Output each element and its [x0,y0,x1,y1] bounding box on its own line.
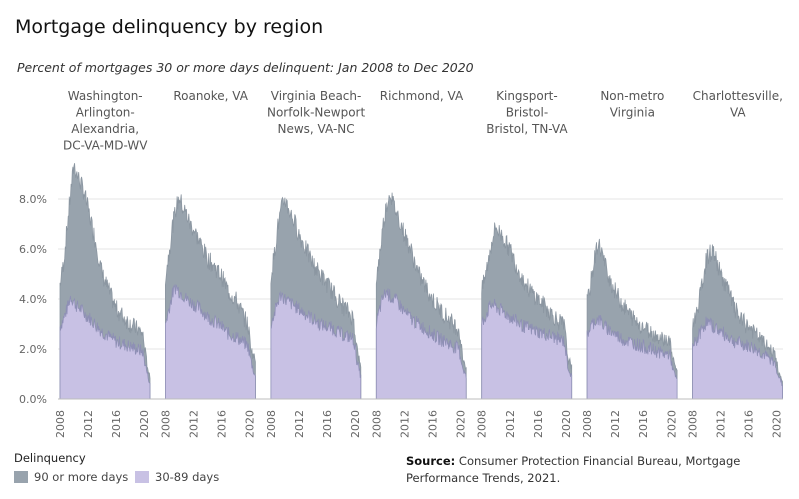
region-label: Roanoke, VA [173,89,248,103]
region-label-line: Bristol- [506,106,548,120]
region-label-line: Richmond, VA [380,89,464,103]
region-label-line: Virginia [610,106,655,120]
x-tick-label: 2012 [293,410,306,438]
region-label-line: Norfolk-Newport [267,106,365,120]
x-tick-label: 2012 [609,410,622,438]
legend-label-90-plus: 90 or more days [34,470,129,484]
x-tick-label: 2016 [637,410,650,438]
x-tick-label: 2016 [743,410,756,438]
y-tick-label: 8.0% [19,193,47,206]
x-tick-label: 2008 [476,410,489,438]
region-label-line: Washington- [68,89,143,103]
region-label-line: VA [730,106,746,120]
y-tick-label: 2.0% [19,343,47,356]
region-label: Washington- Arlington- Alexandria, DC-VA-MD… [63,89,148,153]
area-30-89 [586,315,678,400]
legend-label-30-89: 30-89 days [155,470,220,484]
region-label-line: News, VA-NC [278,122,355,136]
region-label-line: Alexandria, [71,122,139,136]
x-tick-label: 2012 [82,410,95,438]
area-30-89 [59,295,151,400]
region-label-line: Charlottesville, [693,89,783,103]
x-tick-label: 2008 [265,410,278,438]
area-30-89 [375,288,467,400]
region-label: Non-metro Virginia [600,89,664,120]
region-label-line: Bristol, TN-VA [486,122,568,136]
region-label: Kingsport- Bristol- Bristol, TN-VA [486,89,568,136]
x-tick-label: 2016 [216,410,229,438]
x-tick-label: 2020 [244,410,257,438]
legend-item-90-plus[interactable]: 90 or more days [14,470,128,484]
x-tick-label: 2016 [426,410,439,438]
area-30-89 [692,316,783,400]
region-label-line: DC-VA-MD-WV [63,139,148,153]
x-tick-label: 2008 [581,410,594,438]
chart-subtitle: Percent of mortgages 30 or more days del… [17,60,474,75]
legend-swatch-30-89 [135,471,149,483]
region-label-line: Kingsport- [496,89,558,103]
chart-title: Mortgage delinquency by region [15,16,324,38]
x-tick-label: 2008 [687,410,700,438]
region-label: Charlottesville, VA [693,89,783,120]
source-note: Source: Consumer Protection Financial Bu… [406,453,766,487]
x-tick-label: 2020 [349,410,362,438]
x-tick-label: 2012 [398,410,411,438]
x-tick-label: 2016 [532,410,545,438]
region-label-line: Arlington- [76,106,135,120]
x-tick-label: 2020 [771,410,784,438]
y-tick-label: 6.0% [19,243,47,256]
x-tick-label: 2016 [321,410,334,438]
region-label-line: Roanoke, VA [173,89,248,103]
x-tick-label: 2020 [454,410,467,438]
x-tick-label: 2008 [370,410,383,438]
region-label-line: Virginia Beach- [271,89,362,103]
x-tick-label: 2020 [560,410,573,438]
legend-item-30-89[interactable]: 30-89 days [135,470,219,484]
legend-swatch-90-plus [14,471,28,483]
x-tick-label: 2012 [504,410,517,438]
region-label: Virginia Beach- Norfolk-Newport News, VA-N… [267,89,365,136]
x-tick-label: 2012 [715,410,728,438]
x-tick-label: 2012 [187,410,200,438]
area-30-89 [481,298,573,400]
x-tick-label: 2008 [54,410,67,438]
y-tick-label: 0.0% [19,393,47,406]
source-text: Consumer Protection Financial Bureau, Mo… [406,454,741,485]
region-label-line: Non-metro [600,89,664,103]
legend-title: Delinquency [14,451,86,465]
x-tick-label: 2008 [159,410,172,438]
x-tick-label: 2020 [665,410,678,438]
x-tick-label: 2016 [110,410,123,438]
region-label: Richmond, VA [380,89,464,103]
source-label: Source: [406,454,456,468]
x-tick-label: 2020 [138,410,151,438]
y-tick-label: 4.0% [19,293,47,306]
area-30-89 [270,290,362,400]
area-30-89 [165,283,256,400]
